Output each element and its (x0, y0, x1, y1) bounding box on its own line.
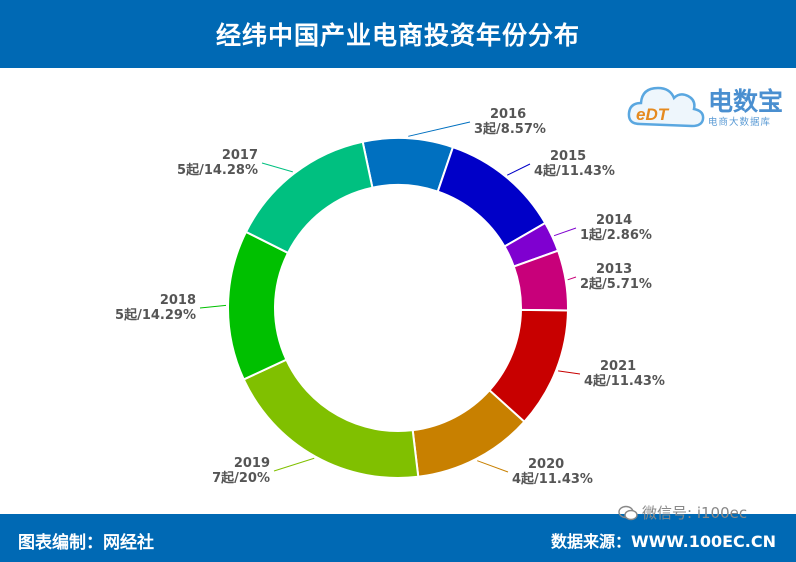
logo: eDT 电数宝 电商大数据库 (626, 76, 788, 134)
logo-tagline: 电商大数据库 (708, 117, 772, 128)
footer-credit: 图表编制：网经社 (18, 533, 154, 553)
label-year-2016: 2016 (490, 107, 526, 122)
footer-source: 数据来源：WWW.100EC.CN (550, 532, 776, 551)
label-year-2013: 2013 (596, 262, 632, 277)
title-banner: 经纬中国产业电商投资年份分布 (0, 0, 796, 68)
label-value-2020: 4起/11.43% (512, 471, 593, 487)
leader-line-2016 (408, 121, 471, 137)
label-value-2021: 4起/11.43% (584, 373, 665, 389)
leader-line-2020 (477, 460, 509, 473)
label-value-2013: 2起/5.71% (580, 276, 652, 292)
label-value-2019: 7起/20% (212, 470, 270, 486)
leader-line-2013 (567, 276, 577, 281)
label-year-2019: 2019 (234, 456, 270, 471)
label-value-2017: 5起/14.28% (177, 162, 258, 178)
wechat-icon (618, 505, 638, 520)
leader-line-2017 (261, 162, 293, 173)
donut-chart: 20163起/8.57%20154起/11.43%20141起/2.86%201… (115, 107, 665, 487)
label-year-2015: 2015 (550, 149, 586, 164)
label-value-2018: 5起/14.29% (115, 307, 196, 323)
watermark-text: 微信号: i100ec (642, 504, 748, 522)
label-year-2017: 2017 (222, 148, 258, 163)
label-value-2015: 4起/11.43% (534, 163, 615, 179)
leader-line-2021 (558, 370, 581, 375)
slice-2016 (361, 137, 455, 193)
logo-mark: eDT (636, 105, 670, 124)
leader-line-2015 (507, 163, 531, 176)
leader-line-2018 (199, 304, 227, 309)
footer-bar: 图表编制：网经社 数据来源：WWW.100EC.CN (0, 514, 796, 562)
logo-brand: 电数宝 (708, 87, 784, 116)
cloud-logo-icon: eDT (627, 86, 705, 128)
label-year-2020: 2020 (528, 457, 564, 472)
label-year-2021: 2021 (600, 359, 636, 374)
wechat-watermark: 微信号: i100ec (618, 502, 747, 523)
leader-line-2014 (553, 227, 577, 237)
leader-line-2019 (273, 457, 315, 472)
label-value-2016: 3起/8.57% (474, 121, 546, 137)
label-year-2018: 2018 (160, 293, 196, 308)
label-value-2014: 1起/2.86% (580, 227, 652, 243)
slice-2018 (227, 230, 290, 381)
chart-title: 经纬中国产业电商投资年份分布 (215, 21, 580, 50)
label-year-2014: 2014 (596, 213, 632, 228)
slice-2017 (244, 140, 374, 255)
